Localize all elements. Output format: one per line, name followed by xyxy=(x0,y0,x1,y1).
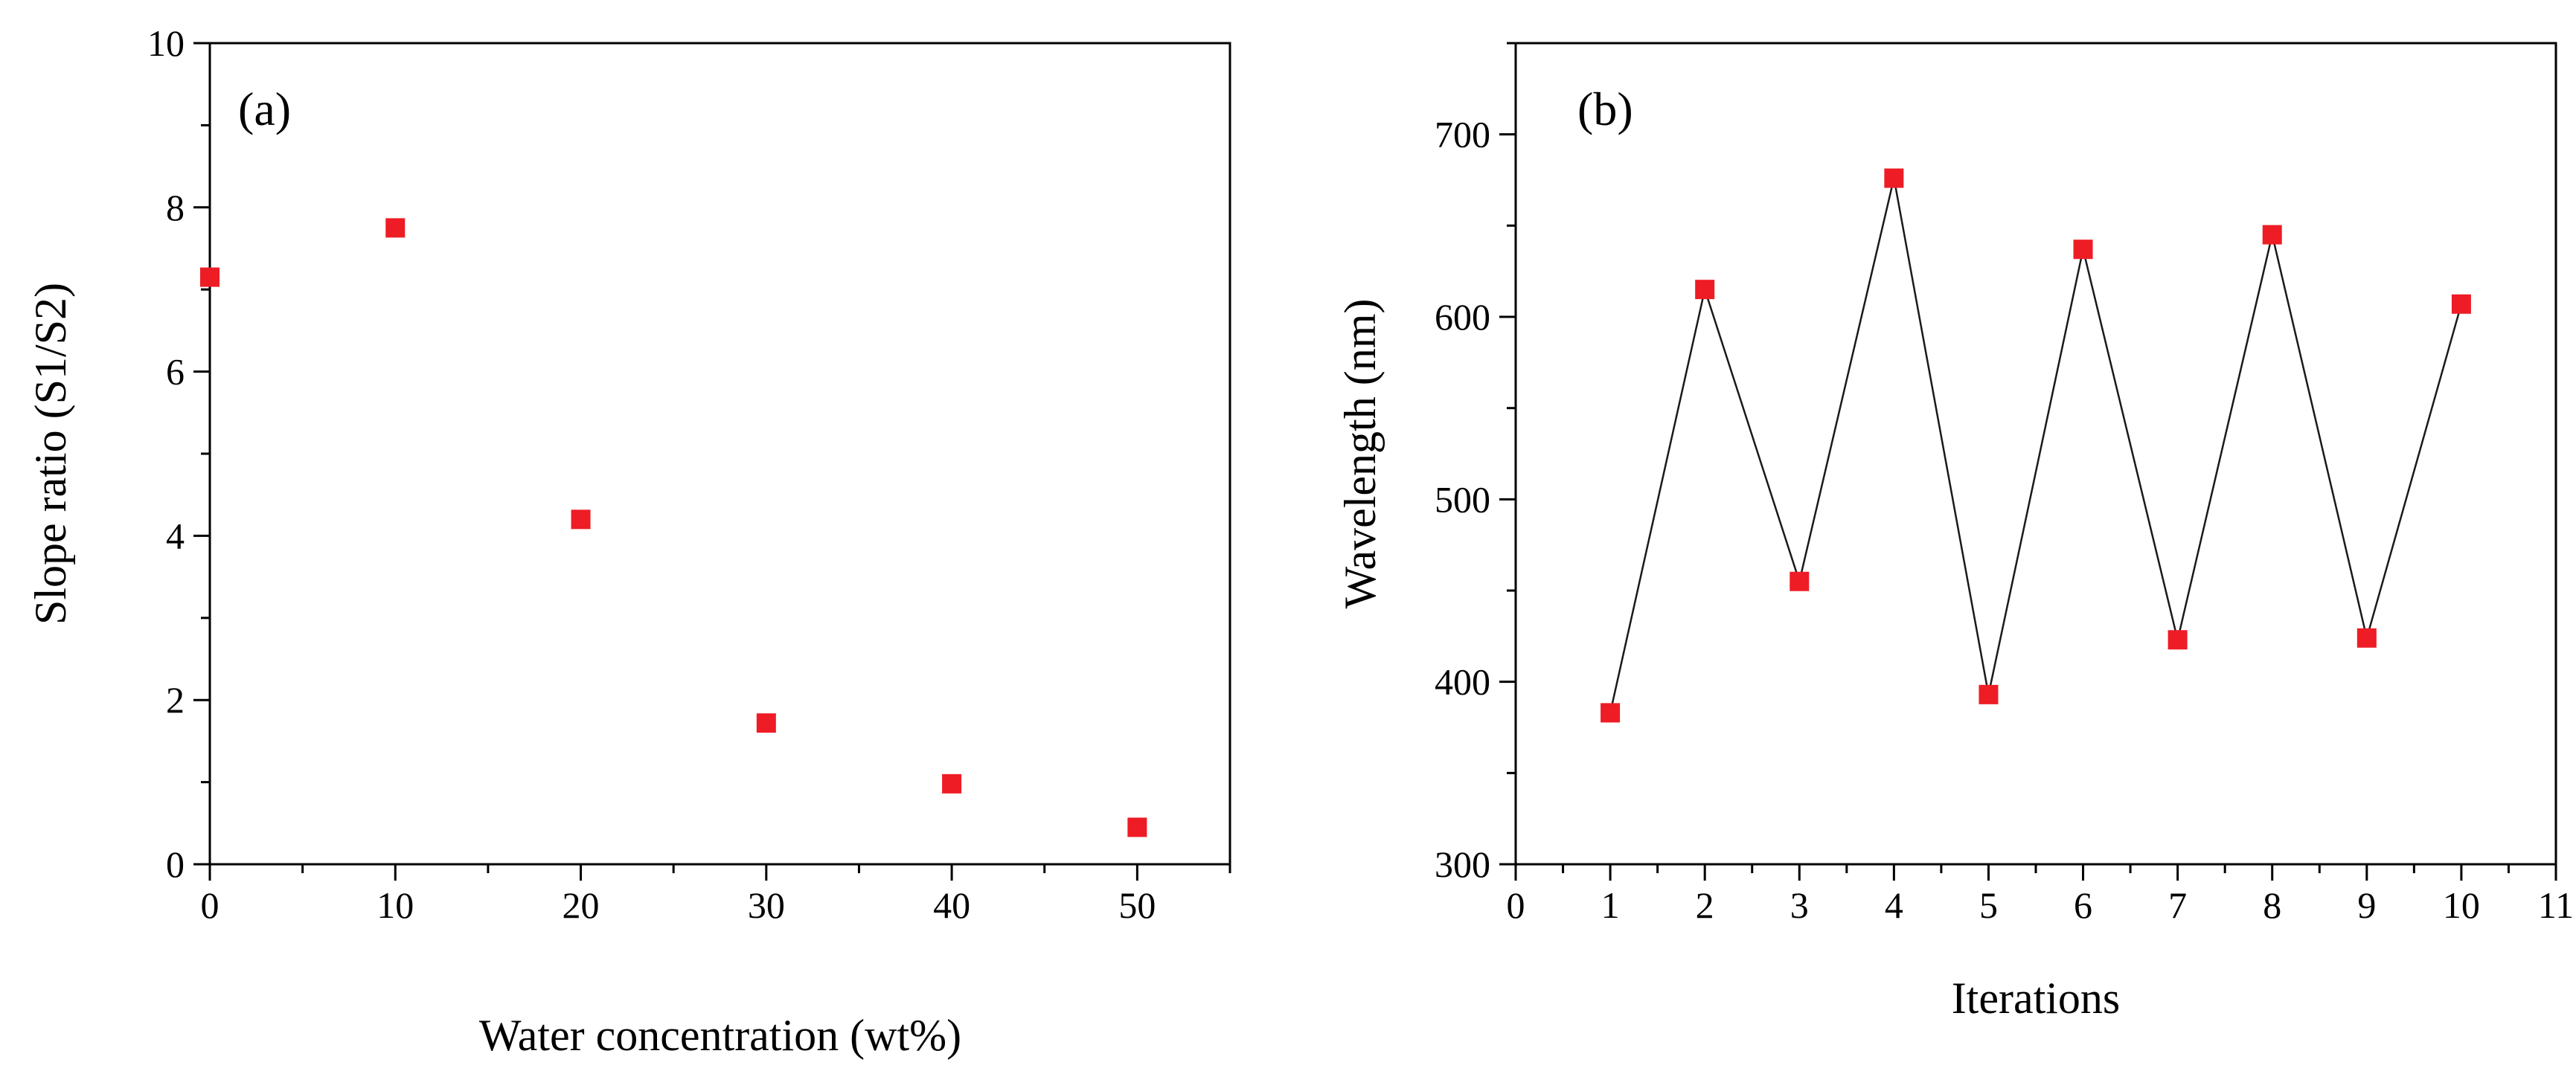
panel-a-x-tick-label: 10 xyxy=(377,884,414,926)
panel-b-line xyxy=(1609,178,2463,713)
panel-a-x-tick-label: 40 xyxy=(933,884,970,926)
panel-b-data-point xyxy=(1695,280,1715,300)
panel-a-y-tick-label: 10 xyxy=(147,22,185,64)
panel-b-series-line xyxy=(1609,178,2463,713)
panel-a-ticks: 0 10 20 30 40 50 0 2 4 6 8 10 xyxy=(147,22,1231,926)
panel-b-x-tick-label: 0 xyxy=(1507,884,1525,926)
panel-a-y-tick-label: 6 xyxy=(166,351,185,393)
panel-b-y-tick-label: 300 xyxy=(1435,843,1490,885)
panel-a-y-tick-label: 4 xyxy=(166,515,185,556)
panel-b-x-tick-label: 9 xyxy=(2357,884,2376,926)
panel-b-x-tick-label: 1 xyxy=(1601,884,1620,926)
panel-a-label: (a) xyxy=(238,83,291,135)
panel-a-x-tick-label: 30 xyxy=(748,884,785,926)
panel-b-data-point xyxy=(1790,571,1810,591)
panel-b-y-tick-label: 700 xyxy=(1435,114,1490,155)
panel-a-data-point xyxy=(385,218,406,238)
panel-b-data-point xyxy=(1884,168,1904,188)
panel-b-x-tick-label: 6 xyxy=(2074,884,2092,926)
panel-a-x-tick-label: 0 xyxy=(201,884,220,926)
panel-b-x-tick-label: 7 xyxy=(2168,884,2187,926)
panel-b-x-tick-label: 3 xyxy=(1790,884,1809,926)
panel-a-x-tick-label: 20 xyxy=(563,884,600,926)
panel-b-y-tick-label: 500 xyxy=(1435,478,1490,520)
panel-b-x-tick-label: 8 xyxy=(2263,884,2281,926)
panel-a-x-tick-label: 50 xyxy=(1118,884,1156,926)
panel-a-y-tick-label: 2 xyxy=(166,679,185,721)
panel-b-x-tick-label: 5 xyxy=(1979,884,1998,926)
panel-b-x-axis-title: Iterations xyxy=(1952,974,2121,1023)
panel-b: 0 1 2 3 4 5 6 7 8 9 10 11 300 400 500 600 700 (b) Iterat… xyxy=(1336,42,2574,1023)
panel-b-data-point xyxy=(2262,225,2282,245)
panel-a-y-axis-title: Slope ratio (S1/S2) xyxy=(26,283,75,625)
panel-b-x-tick-label: 2 xyxy=(1696,884,1714,926)
panel-b-x-tick-label: 10 xyxy=(2443,884,2480,926)
panel-b-data-point xyxy=(2451,294,2471,314)
panel-a-data-point xyxy=(1127,817,1147,837)
panel-b-x-tick-label: 11 xyxy=(2538,884,2574,926)
panel-b-y-tick-label: 400 xyxy=(1435,661,1490,703)
panel-b-points xyxy=(1601,168,2471,723)
panel-a: 0 10 20 30 40 50 0 2 4 6 8 10 (a) Water concentrati… xyxy=(26,22,1231,1060)
panel-a-data-point xyxy=(571,509,591,530)
panel-a-y-tick-label: 8 xyxy=(166,187,185,228)
panel-a-frame xyxy=(208,42,1231,866)
panel-b-label: (b) xyxy=(1577,83,1633,135)
panel-b-y-tick-label: 600 xyxy=(1435,296,1490,338)
panel-b-ticks: 0 1 2 3 4 5 6 7 8 9 10 11 300 400 500 600 700 xyxy=(1435,42,2574,926)
panel-a-points xyxy=(200,218,1147,837)
panel-b-data-point xyxy=(2168,630,2188,650)
panel-b-data-point xyxy=(2356,628,2377,648)
panel-a-data-point xyxy=(200,267,220,287)
panel-b-y-axis-title: Wavelength (nm) xyxy=(1336,299,1385,609)
panel-a-data-point xyxy=(756,713,776,733)
panel-b-frame xyxy=(1514,42,2557,866)
panel-b-data-point xyxy=(1601,703,1621,723)
panel-a-y-tick-label: 0 xyxy=(166,843,185,885)
panel-b-data-point xyxy=(1979,684,1999,704)
panel-a-x-axis-title: Water concentration (wt%) xyxy=(479,1011,961,1060)
panel-b-x-tick-label: 4 xyxy=(1885,884,1903,926)
panel-a-data-point xyxy=(942,774,962,794)
panel-b-data-point xyxy=(2073,239,2093,260)
